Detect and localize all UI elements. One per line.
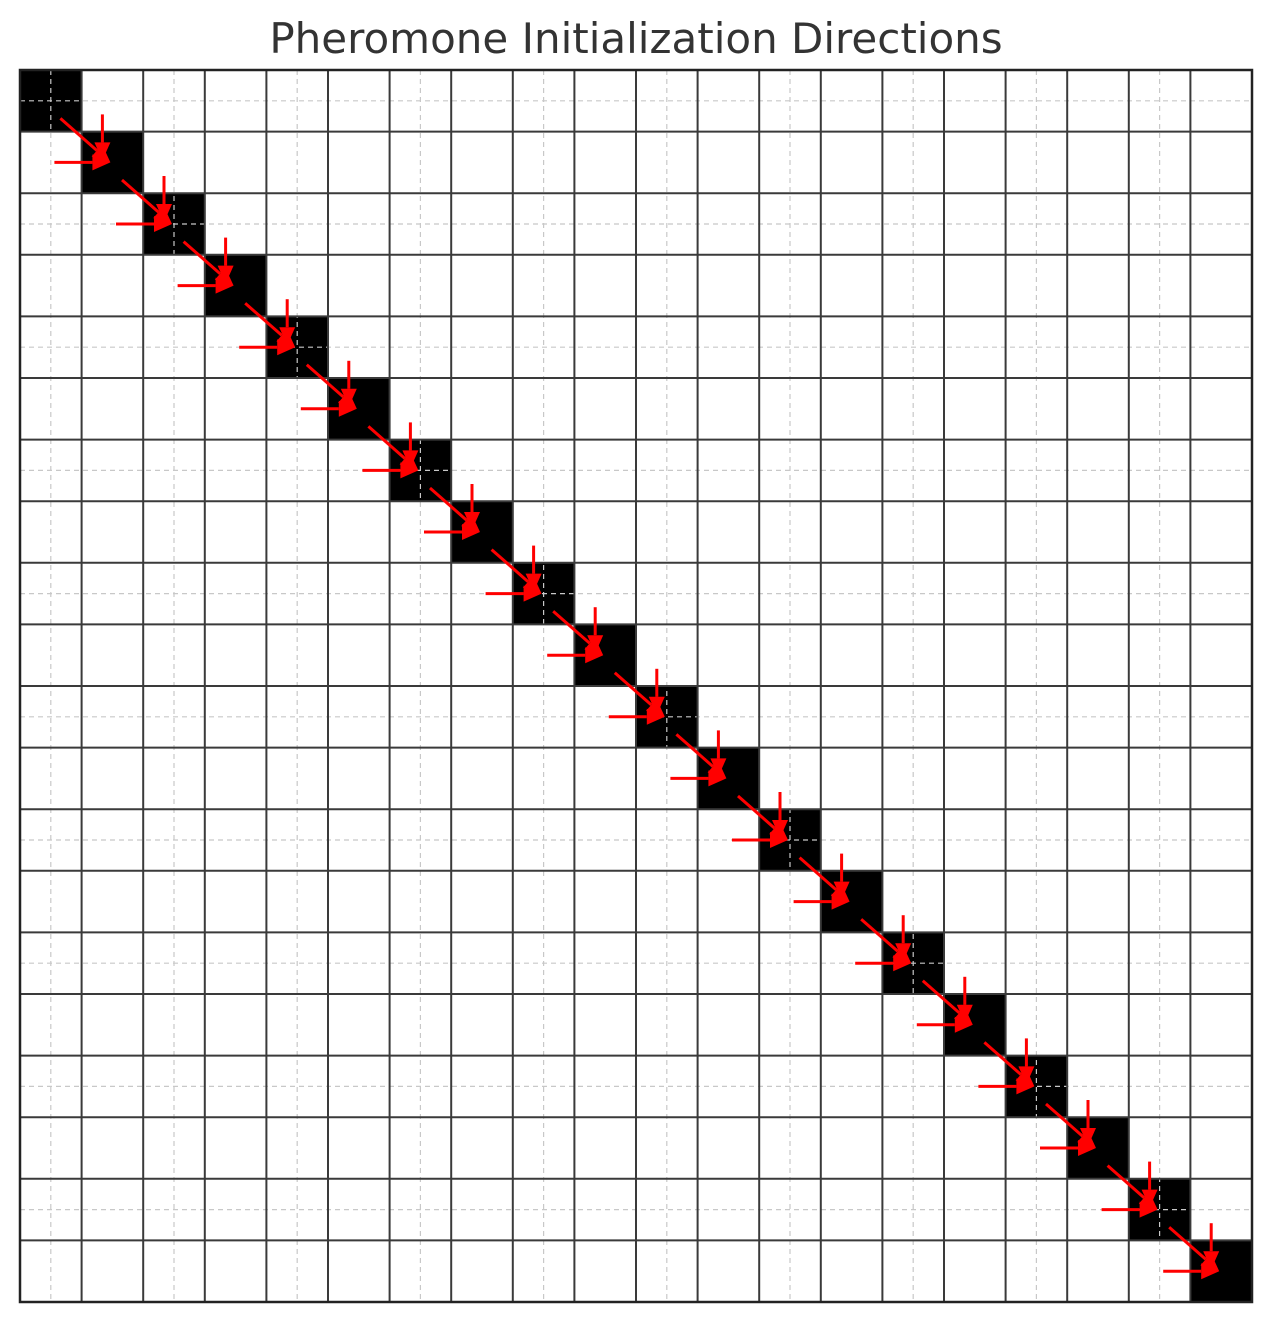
- arrow-down-right: [1106, 1164, 1158, 1210]
- arrow-down-right: [983, 1041, 1035, 1087]
- arrow-right: [732, 832, 788, 848]
- arrow-down-right: [490, 548, 542, 594]
- arrow-down-right: [860, 918, 912, 964]
- arrow-down-right: [59, 117, 111, 163]
- arrow-down-right: [737, 794, 788, 840]
- arrow-right: [362, 462, 419, 479]
- arrow-right: [424, 524, 480, 540]
- arrow-right: [916, 1016, 973, 1033]
- arrow-down-right: [121, 178, 172, 224]
- arrow-down-right: [305, 363, 357, 409]
- arrow-down-right: [613, 671, 665, 717]
- arrow-right: [54, 154, 111, 171]
- arrow-down-right: [921, 979, 973, 1025]
- arrow-down-right: [552, 610, 604, 656]
- arrow-right: [855, 955, 912, 972]
- arrow-right: [547, 647, 604, 664]
- arrow-down-right: [798, 856, 850, 902]
- arrow-right: [1101, 1201, 1158, 1218]
- arrow-right: [485, 585, 542, 602]
- arrow-right: [177, 277, 234, 294]
- arrow-down-right: [367, 425, 419, 471]
- arrow-right: [116, 216, 172, 232]
- arrow-right: [793, 893, 850, 910]
- arrow-right: [239, 339, 296, 356]
- arrow-right: [978, 1078, 1035, 1095]
- arrow-right: [300, 400, 357, 417]
- arrow-down-right: [244, 302, 296, 348]
- arrow-down-right: [675, 733, 727, 779]
- arrow-right: [608, 708, 665, 725]
- chart-title: Pheromone Initialization Directions: [269, 14, 1003, 63]
- plot-frame: [18, 68, 1254, 1304]
- arrow-down-right: [1045, 1102, 1096, 1148]
- arrow-down-right: [1168, 1226, 1220, 1272]
- arrow-right: [1040, 1140, 1096, 1156]
- arrow-right: [670, 770, 727, 787]
- arrow-down-right: [429, 486, 480, 532]
- arrow-down-right: [182, 240, 234, 286]
- arrow-right: [1163, 1263, 1220, 1280]
